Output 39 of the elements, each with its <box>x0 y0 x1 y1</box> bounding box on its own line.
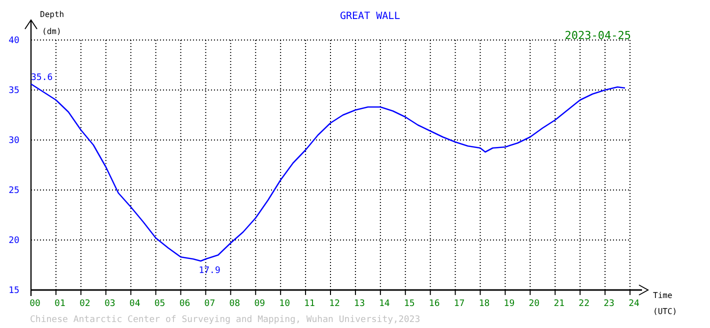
x-tick-label: 18 <box>478 299 490 309</box>
y-tick-label: 30 <box>8 136 20 146</box>
x-tick-label: 08 <box>229 299 240 309</box>
x-tick-label: 12 <box>329 299 340 309</box>
x-tick-label: 11 <box>304 299 315 309</box>
x-tick-label: 23 <box>604 299 614 309</box>
x-tick-label: 19 <box>504 299 515 309</box>
y-tick-label: 20 <box>8 236 20 246</box>
x-tick-label: 06 <box>179 299 190 309</box>
x-tick-label: 09 <box>254 299 266 309</box>
y-tick-label: 15 <box>8 286 20 296</box>
x-tick-label: 14 <box>378 299 390 309</box>
x-tick-label: 13 <box>354 299 365 309</box>
chart-title: GREAT WALL <box>340 11 400 22</box>
x-tick-label: 17 <box>454 299 465 309</box>
x-tick-label: 10 <box>279 299 290 309</box>
chart-subtitle: 2023-04-25 <box>564 29 631 42</box>
annotation: 35.6 <box>31 73 53 83</box>
x-tick-label: 01 <box>54 299 66 309</box>
x-tick-label: 22 <box>578 299 590 309</box>
x-tick-label: 00 <box>30 299 40 309</box>
x-tick-label: 15 <box>404 299 415 309</box>
x-tick-label: 07 <box>204 299 216 309</box>
y-tick-label: 40 <box>8 36 20 46</box>
x-tick-label: 04 <box>129 299 140 309</box>
line-series <box>30 83 626 262</box>
x-tick-label: 05 <box>154 299 166 309</box>
y-tick-label: 25 <box>8 186 20 196</box>
x-tick-label: 21 <box>554 299 565 309</box>
x-tick-label: 24 <box>628 299 640 309</box>
x-tick-label: 03 <box>104 299 116 309</box>
y-tick-label: 35 <box>8 86 20 96</box>
x-axis-title: Time (UTC) <box>653 291 678 316</box>
x-tick-label: 16 <box>428 299 440 309</box>
annotation: 17.9 <box>198 266 220 276</box>
x-tick-label: 02 <box>79 299 90 309</box>
text: Chinese Antarctic Center of Surveying and Mapping, Wuhan University,2023 <box>30 315 420 325</box>
x-tick-label: 20 <box>528 299 540 309</box>
y-axis-title: Depth (dm) <box>40 10 64 36</box>
